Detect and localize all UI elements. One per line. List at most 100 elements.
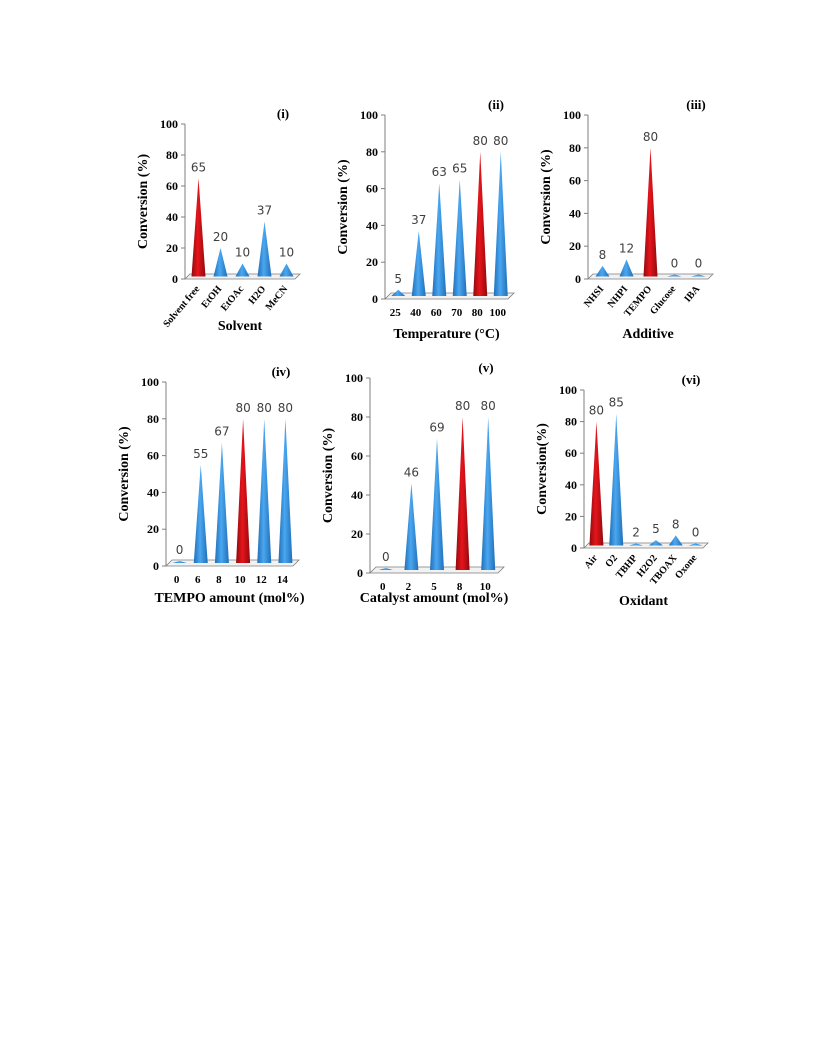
bar-oxone (688, 543, 703, 546)
x-tick-label: 0 (380, 581, 386, 593)
chart-panel-5: 0 20 40 60 80 100 Conversion (%) 0 46 69 80 80 0 2 5 8 1… (321, 360, 509, 606)
y-tick-label: 100 (160, 117, 178, 131)
data-label: 2 (632, 526, 640, 540)
x-tick-label: O2 (603, 553, 620, 570)
x-tick-label: 10 (235, 574, 247, 586)
data-label: 80 (257, 401, 272, 415)
y-tick-label: 100 (559, 383, 577, 397)
bar-25 (391, 289, 406, 296)
bar-60 (432, 183, 447, 296)
bar-0 (172, 561, 187, 563)
x-tick-label: 12 (256, 574, 268, 586)
bar-14 (278, 418, 293, 563)
x-tick-label: TBHP (614, 553, 640, 581)
y-tick-label: 100 (345, 371, 363, 385)
y-tick-label: 80 (351, 410, 363, 424)
y-tick-label: 60 (166, 179, 178, 193)
bar-80 (473, 151, 488, 296)
data-label: 80 (473, 134, 488, 148)
y-tick-label: 20 (565, 509, 577, 523)
y-tick-label: 0 (172, 272, 178, 286)
bar-6 (193, 464, 208, 563)
bar-mecn (279, 263, 294, 277)
chart-panel-2: 0 20 40 60 80 100 Conversion (%) 5 37 63 65 80 80 25 4… (336, 97, 515, 342)
y-tick-label: 40 (366, 218, 378, 232)
y-tick-label: 0 (571, 541, 577, 555)
x-axis-title: Temperature (°C) (393, 327, 500, 342)
x-tick-label: 25 (390, 307, 402, 319)
data-label: 12 (619, 241, 634, 255)
data-label: 37 (257, 204, 272, 218)
bar-h2o2 (648, 540, 663, 546)
y-tick-label: 40 (569, 206, 581, 220)
x-tick-label: NHSI (582, 284, 606, 310)
y-tick-label: 0 (575, 272, 581, 286)
x-tick-label: 2 (406, 581, 412, 593)
x-tick-label: Glucose (648, 283, 679, 316)
x-tick-label: 80 (472, 307, 484, 319)
x-tick-label: 5 (431, 581, 437, 593)
data-label: 80 (493, 134, 508, 148)
y-tick-label: 60 (569, 174, 581, 188)
y-tick-label: 80 (166, 148, 178, 162)
panel-label: (i) (277, 106, 289, 121)
bar-o2 (609, 413, 624, 546)
bar-etoh (213, 248, 228, 277)
data-label: 80 (481, 399, 496, 413)
data-label: 46 (404, 465, 419, 479)
chart-panel-4: 0 20 40 60 80 100 Conversion (%) 0 55 67 80 80 80 0 6 8… (117, 364, 305, 606)
y-tick-label: 20 (569, 239, 581, 253)
y-tick-label: 80 (565, 415, 577, 429)
x-tick-label: IBA (682, 283, 702, 304)
data-label: 63 (432, 165, 447, 179)
data-label: 0 (692, 526, 700, 540)
bar-40 (411, 230, 426, 296)
bar-air (589, 421, 604, 546)
bar-8 (214, 442, 229, 563)
y-tick-label: 80 (147, 412, 159, 426)
bar-nhsi (595, 265, 610, 277)
x-axis-title: Additive (622, 327, 673, 342)
x-tick-label: 100 (490, 307, 507, 319)
data-label: 8 (672, 517, 680, 531)
data-label: 10 (279, 246, 294, 260)
x-tick-label: 8 (216, 574, 222, 586)
y-tick-label: 20 (351, 527, 363, 541)
data-label: 80 (643, 130, 658, 144)
bar-10 (481, 417, 496, 570)
data-label: 67 (214, 425, 229, 439)
bar-etoac (235, 263, 250, 277)
bar-70 (452, 179, 467, 296)
y-tick-label: 60 (366, 182, 378, 196)
data-label: 0 (695, 257, 703, 271)
x-tick-label: 60 (431, 307, 443, 319)
y-tick-label: 20 (366, 255, 378, 269)
y-tick-label: 40 (147, 485, 159, 499)
x-tick-label: 14 (277, 574, 289, 586)
y-axis-title: Conversion (%) (539, 149, 554, 245)
x-tick-label: 0 (174, 574, 180, 586)
bar-5 (430, 438, 444, 570)
panel-label: (iv) (272, 364, 291, 379)
x-tick-label: 40 (410, 307, 422, 319)
bar-tbhp (629, 543, 644, 546)
data-label: 55 (193, 447, 208, 461)
data-label: 37 (411, 213, 426, 227)
bar-tempo (643, 147, 658, 277)
data-label: 80 (278, 401, 293, 415)
data-label: 69 (429, 420, 444, 434)
y-tick-label: 40 (166, 210, 178, 224)
bar-tboax (668, 535, 683, 546)
y-tick-label: 0 (372, 292, 378, 306)
y-tick-label: 0 (357, 566, 363, 580)
data-label: 80 (455, 399, 470, 413)
y-tick-label: 80 (569, 141, 581, 155)
chart-panel-1: 0 20 40 60 80 100 Conversion (%) 65 20 10 37 10 Solv… (136, 106, 301, 334)
data-label: 65 (452, 161, 467, 175)
data-label: 20 (213, 230, 228, 244)
y-tick-label: 20 (147, 522, 159, 536)
y-axis-title: Conversion(%) (535, 423, 550, 515)
bar-100 (493, 151, 508, 296)
bar-8 (455, 417, 470, 570)
